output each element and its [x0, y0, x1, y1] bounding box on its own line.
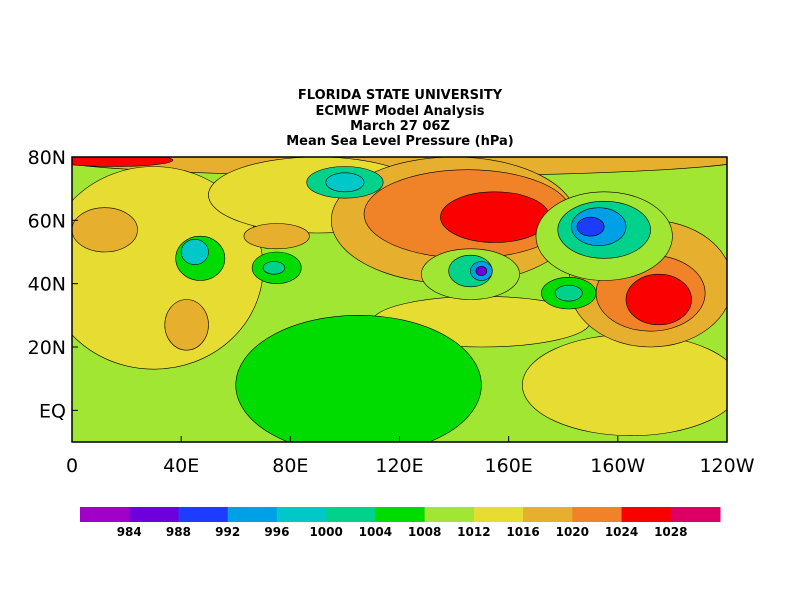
x-tick-label: 160W [590, 455, 645, 477]
x-tick-label: 80E [272, 455, 308, 477]
colorbar-label: 988 [166, 525, 191, 539]
colorbar-swatch [326, 507, 376, 522]
colorbar-label: 1016 [506, 525, 539, 539]
colorbar-swatch [670, 507, 721, 522]
x-tick-label: 120W [699, 455, 754, 477]
colorbar-label: 1020 [556, 525, 589, 539]
colorbar-swatch [572, 507, 623, 522]
colorbar-swatch [227, 507, 278, 522]
colorbar-swatch [178, 507, 229, 522]
colorbar-swatch [276, 507, 327, 522]
pressure-contour-region [262, 261, 286, 275]
pressure-contour-region [325, 172, 365, 193]
chart-title-line-2: ECMWF Model Analysis [315, 104, 485, 119]
x-tick-label: 160E [485, 455, 533, 477]
colorbar-label: 1004 [359, 525, 392, 539]
pressure-contour-region [554, 284, 583, 302]
x-tick-label: 120E [375, 455, 423, 477]
pressure-contour-region [72, 207, 138, 253]
pressure-field [72, 157, 727, 442]
pressure-contour-region [180, 239, 209, 265]
colorbar: 984 988 992 996 1000 1004 1008 1012 1016 1020 1024… [80, 507, 721, 539]
chart-title-line-1: FLORIDA STATE UNIVERSITY [297, 88, 503, 103]
pressure-contour-region [72, 157, 174, 167]
colorbar-label: 984 [117, 525, 142, 539]
chart-title-line-4: Mean Sea Level Pressure (hPa) [286, 134, 514, 149]
colorbar-label: 992 [215, 525, 240, 539]
colorbar-swatch [375, 507, 426, 522]
colorbar-label: 1000 [309, 525, 342, 539]
colorbar-swatch [473, 507, 524, 522]
pressure-contour-region [440, 191, 550, 243]
pressure-contour-region [235, 315, 482, 442]
pressure-contour-region [576, 216, 605, 237]
pressure-contour-region [475, 265, 488, 277]
colorbar-swatch [129, 507, 179, 522]
colorbar-swatch [523, 507, 573, 522]
pressure-contour-region [164, 299, 209, 351]
y-tick-label: 80N [28, 147, 66, 169]
colorbar-label: 1008 [408, 525, 441, 539]
pressure-contour-region [522, 334, 727, 436]
x-tick-label: 40E [163, 455, 199, 477]
colorbar-swatch [621, 507, 672, 522]
axes: 0 40E 80E 120E 160E 160W 120W 80N 60N 40N 20N EQ [28, 147, 755, 477]
y-tick-label: 40N [28, 274, 66, 296]
pressure-contour-region [243, 223, 310, 250]
colorbar-swatch [424, 507, 475, 522]
y-tick-label: 20N [28, 337, 66, 359]
colorbar-label: 1012 [457, 525, 490, 539]
colorbar-label: 996 [264, 525, 289, 539]
pressure-contour-region [625, 273, 692, 326]
colorbar-swatch [80, 507, 130, 522]
x-tick-label: 0 [66, 455, 78, 477]
colorbar-label: 1028 [654, 525, 687, 539]
y-tick-label: EQ [39, 400, 66, 422]
colorbar-label: 1024 [605, 525, 638, 539]
chart-title-line-3: March 27 06Z [350, 119, 450, 134]
y-tick-label: 60N [28, 210, 66, 232]
